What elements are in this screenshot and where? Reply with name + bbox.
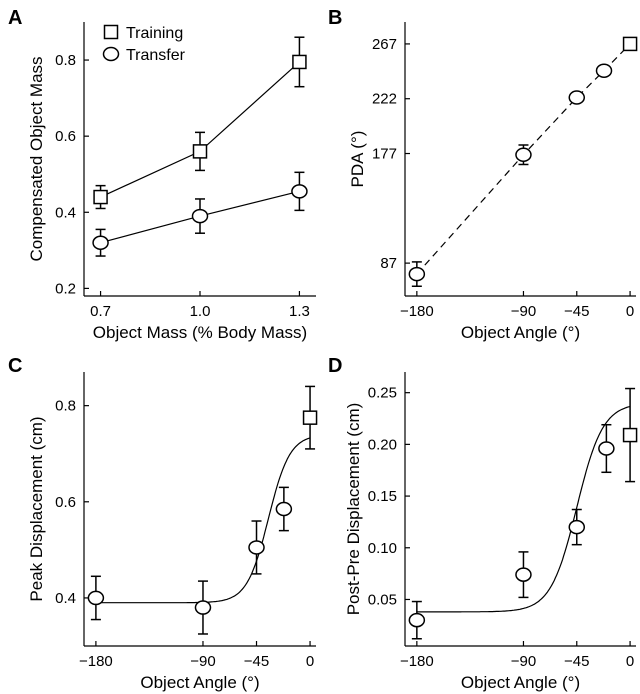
x-tick-label: −90 bbox=[511, 303, 536, 320]
training-data-point bbox=[622, 36, 638, 52]
panel-letter-a: A bbox=[8, 7, 22, 29]
panel-a: 0.7 1.0 1.3 0.2 0.4 0.6 0.8 Object Mass (% Body… bbox=[27, 22, 316, 342]
data-point-training bbox=[192, 144, 208, 159]
fit-line bbox=[95, 437, 311, 604]
x-tick-label: −180 bbox=[79, 653, 113, 670]
series-line-training bbox=[100, 61, 300, 198]
y-tick-label: 0.2 bbox=[55, 280, 76, 297]
transfer-data-point bbox=[194, 600, 212, 615]
transfer-data-point bbox=[568, 90, 586, 105]
x-tick-label: −180 bbox=[400, 653, 434, 670]
y-tick-label: 0.20 bbox=[368, 436, 397, 453]
training-data-point bbox=[302, 410, 318, 425]
panel-c: −180 −90 −45 0 0.4 0.6 0.8 Object Angle (°) Peak… bbox=[27, 372, 318, 692]
y-tick-label: 0.10 bbox=[368, 540, 397, 557]
y-axis-label: PDA (°) bbox=[348, 131, 367, 188]
x-tick-label: −45 bbox=[564, 303, 589, 320]
data-point-transfer bbox=[191, 208, 209, 224]
transfer-data-point bbox=[595, 63, 613, 78]
fit-line bbox=[416, 405, 631, 613]
x-tick-label: −90 bbox=[511, 653, 536, 670]
y-tick-label: 0.4 bbox=[55, 204, 76, 221]
transfer-data-point bbox=[598, 441, 615, 456]
y-tick-label: 0.05 bbox=[368, 591, 397, 608]
data-point-transfer bbox=[291, 184, 308, 199]
x-tick-label: 1.0 bbox=[190, 303, 211, 320]
legend: Training Transfer bbox=[102, 24, 186, 64]
panel-letter-c: C bbox=[8, 355, 22, 377]
legend-label-training: Training bbox=[126, 25, 183, 42]
y-tick-label: 0.4 bbox=[55, 590, 76, 607]
fit-line bbox=[416, 43, 631, 275]
transfer-data-point bbox=[515, 567, 532, 582]
transfer-data-point bbox=[515, 147, 532, 162]
x-tick-label: 0 bbox=[626, 653, 634, 670]
y-tick-label: 222 bbox=[372, 91, 397, 108]
y-axis-label: Compensated Object Mass bbox=[27, 56, 46, 261]
panel-b: −180 −90 −45 0 87 177 222 267 Object Angle (°) PD… bbox=[348, 22, 638, 342]
legend-label-transfer: Transfer bbox=[126, 47, 186, 64]
y-tick-label: 177 bbox=[372, 146, 397, 163]
y-tick-label: 87 bbox=[380, 255, 397, 272]
x-axis-label: Object Angle (°) bbox=[461, 673, 580, 692]
data-point-transfer bbox=[92, 235, 109, 250]
training-data-point bbox=[622, 427, 638, 443]
transfer-data-point bbox=[275, 501, 293, 517]
y-axis-label: Post-Pre Displacement (cm) bbox=[344, 403, 363, 616]
x-axis-label: Object Angle (°) bbox=[140, 673, 259, 692]
y-axis-label: Peak Displacement (cm) bbox=[27, 416, 46, 601]
panel-letter-b: B bbox=[328, 7, 342, 29]
x-tick-label: 0 bbox=[626, 303, 634, 320]
x-tick-label: 0.7 bbox=[90, 303, 111, 320]
transfer-data-point bbox=[248, 540, 265, 555]
data-point-training bbox=[93, 189, 108, 205]
panel-letter-d: D bbox=[328, 355, 342, 377]
legend-marker-training bbox=[103, 24, 119, 40]
x-tick-label: −90 bbox=[190, 653, 215, 670]
y-tick-label: 0.8 bbox=[55, 52, 76, 69]
panel-d: −180 −90 −45 0 0.05 0.10 0.15 0.20 0.25 Object An… bbox=[344, 372, 638, 692]
x-tick-label: −180 bbox=[400, 303, 434, 320]
y-tick-label: 267 bbox=[372, 36, 397, 53]
x-axis-label: Object Mass (% Body Mass) bbox=[93, 323, 307, 342]
transfer-data-point bbox=[87, 590, 105, 606]
transfer-data-point bbox=[408, 266, 426, 282]
y-tick-label: 0.6 bbox=[55, 128, 76, 145]
y-tick-label: 0.25 bbox=[368, 385, 397, 402]
x-axis-label: Object Angle (°) bbox=[461, 323, 580, 342]
transfer-data-point bbox=[408, 612, 426, 628]
x-tick-label: 0 bbox=[306, 653, 314, 670]
transfer-data-point bbox=[568, 519, 586, 535]
data-point-training bbox=[292, 54, 307, 70]
legend-marker-transfer bbox=[102, 46, 120, 62]
y-tick-label: 0.8 bbox=[55, 398, 76, 415]
x-tick-label: −45 bbox=[244, 653, 269, 670]
x-tick-label: 1.3 bbox=[289, 303, 310, 320]
y-tick-label: 0.15 bbox=[368, 488, 397, 505]
x-tick-label: −45 bbox=[564, 653, 589, 670]
y-tick-label: 0.6 bbox=[55, 494, 76, 511]
